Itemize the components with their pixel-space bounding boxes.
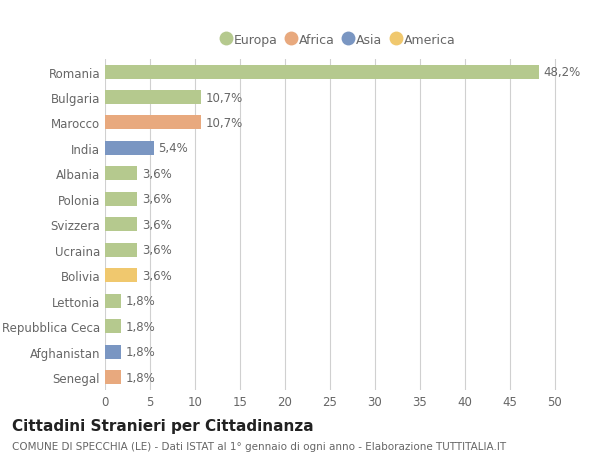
Text: 10,7%: 10,7% [206, 117, 243, 130]
Text: 1,8%: 1,8% [126, 346, 155, 358]
Legend: Europa, Africa, Asia, America: Europa, Africa, Asia, America [223, 34, 455, 47]
Text: 3,6%: 3,6% [142, 193, 172, 206]
Text: 3,6%: 3,6% [142, 269, 172, 282]
Bar [105, 243, 137, 257]
Text: 1,8%: 1,8% [126, 295, 155, 308]
Bar [105, 65, 539, 79]
Text: 3,6%: 3,6% [142, 168, 172, 180]
Text: 1,8%: 1,8% [126, 371, 155, 384]
Text: 3,6%: 3,6% [142, 244, 172, 257]
Bar [105, 142, 154, 156]
Text: Cittadini Stranieri per Cittadinanza: Cittadini Stranieri per Cittadinanza [12, 418, 314, 433]
Bar [105, 269, 137, 283]
Bar [105, 167, 137, 181]
Text: 48,2%: 48,2% [544, 66, 581, 79]
Bar [105, 192, 137, 207]
Bar [105, 370, 121, 385]
Bar [105, 91, 202, 105]
Bar [105, 218, 137, 232]
Bar [105, 319, 121, 334]
Text: 1,8%: 1,8% [126, 320, 155, 333]
Text: 3,6%: 3,6% [142, 218, 172, 231]
Bar [105, 345, 121, 359]
Bar [105, 294, 121, 308]
Bar [105, 116, 202, 130]
Text: 5,4%: 5,4% [158, 142, 188, 155]
Text: 10,7%: 10,7% [206, 91, 243, 104]
Text: COMUNE DI SPECCHIA (LE) - Dati ISTAT al 1° gennaio di ogni anno - Elaborazione T: COMUNE DI SPECCHIA (LE) - Dati ISTAT al … [12, 441, 506, 451]
